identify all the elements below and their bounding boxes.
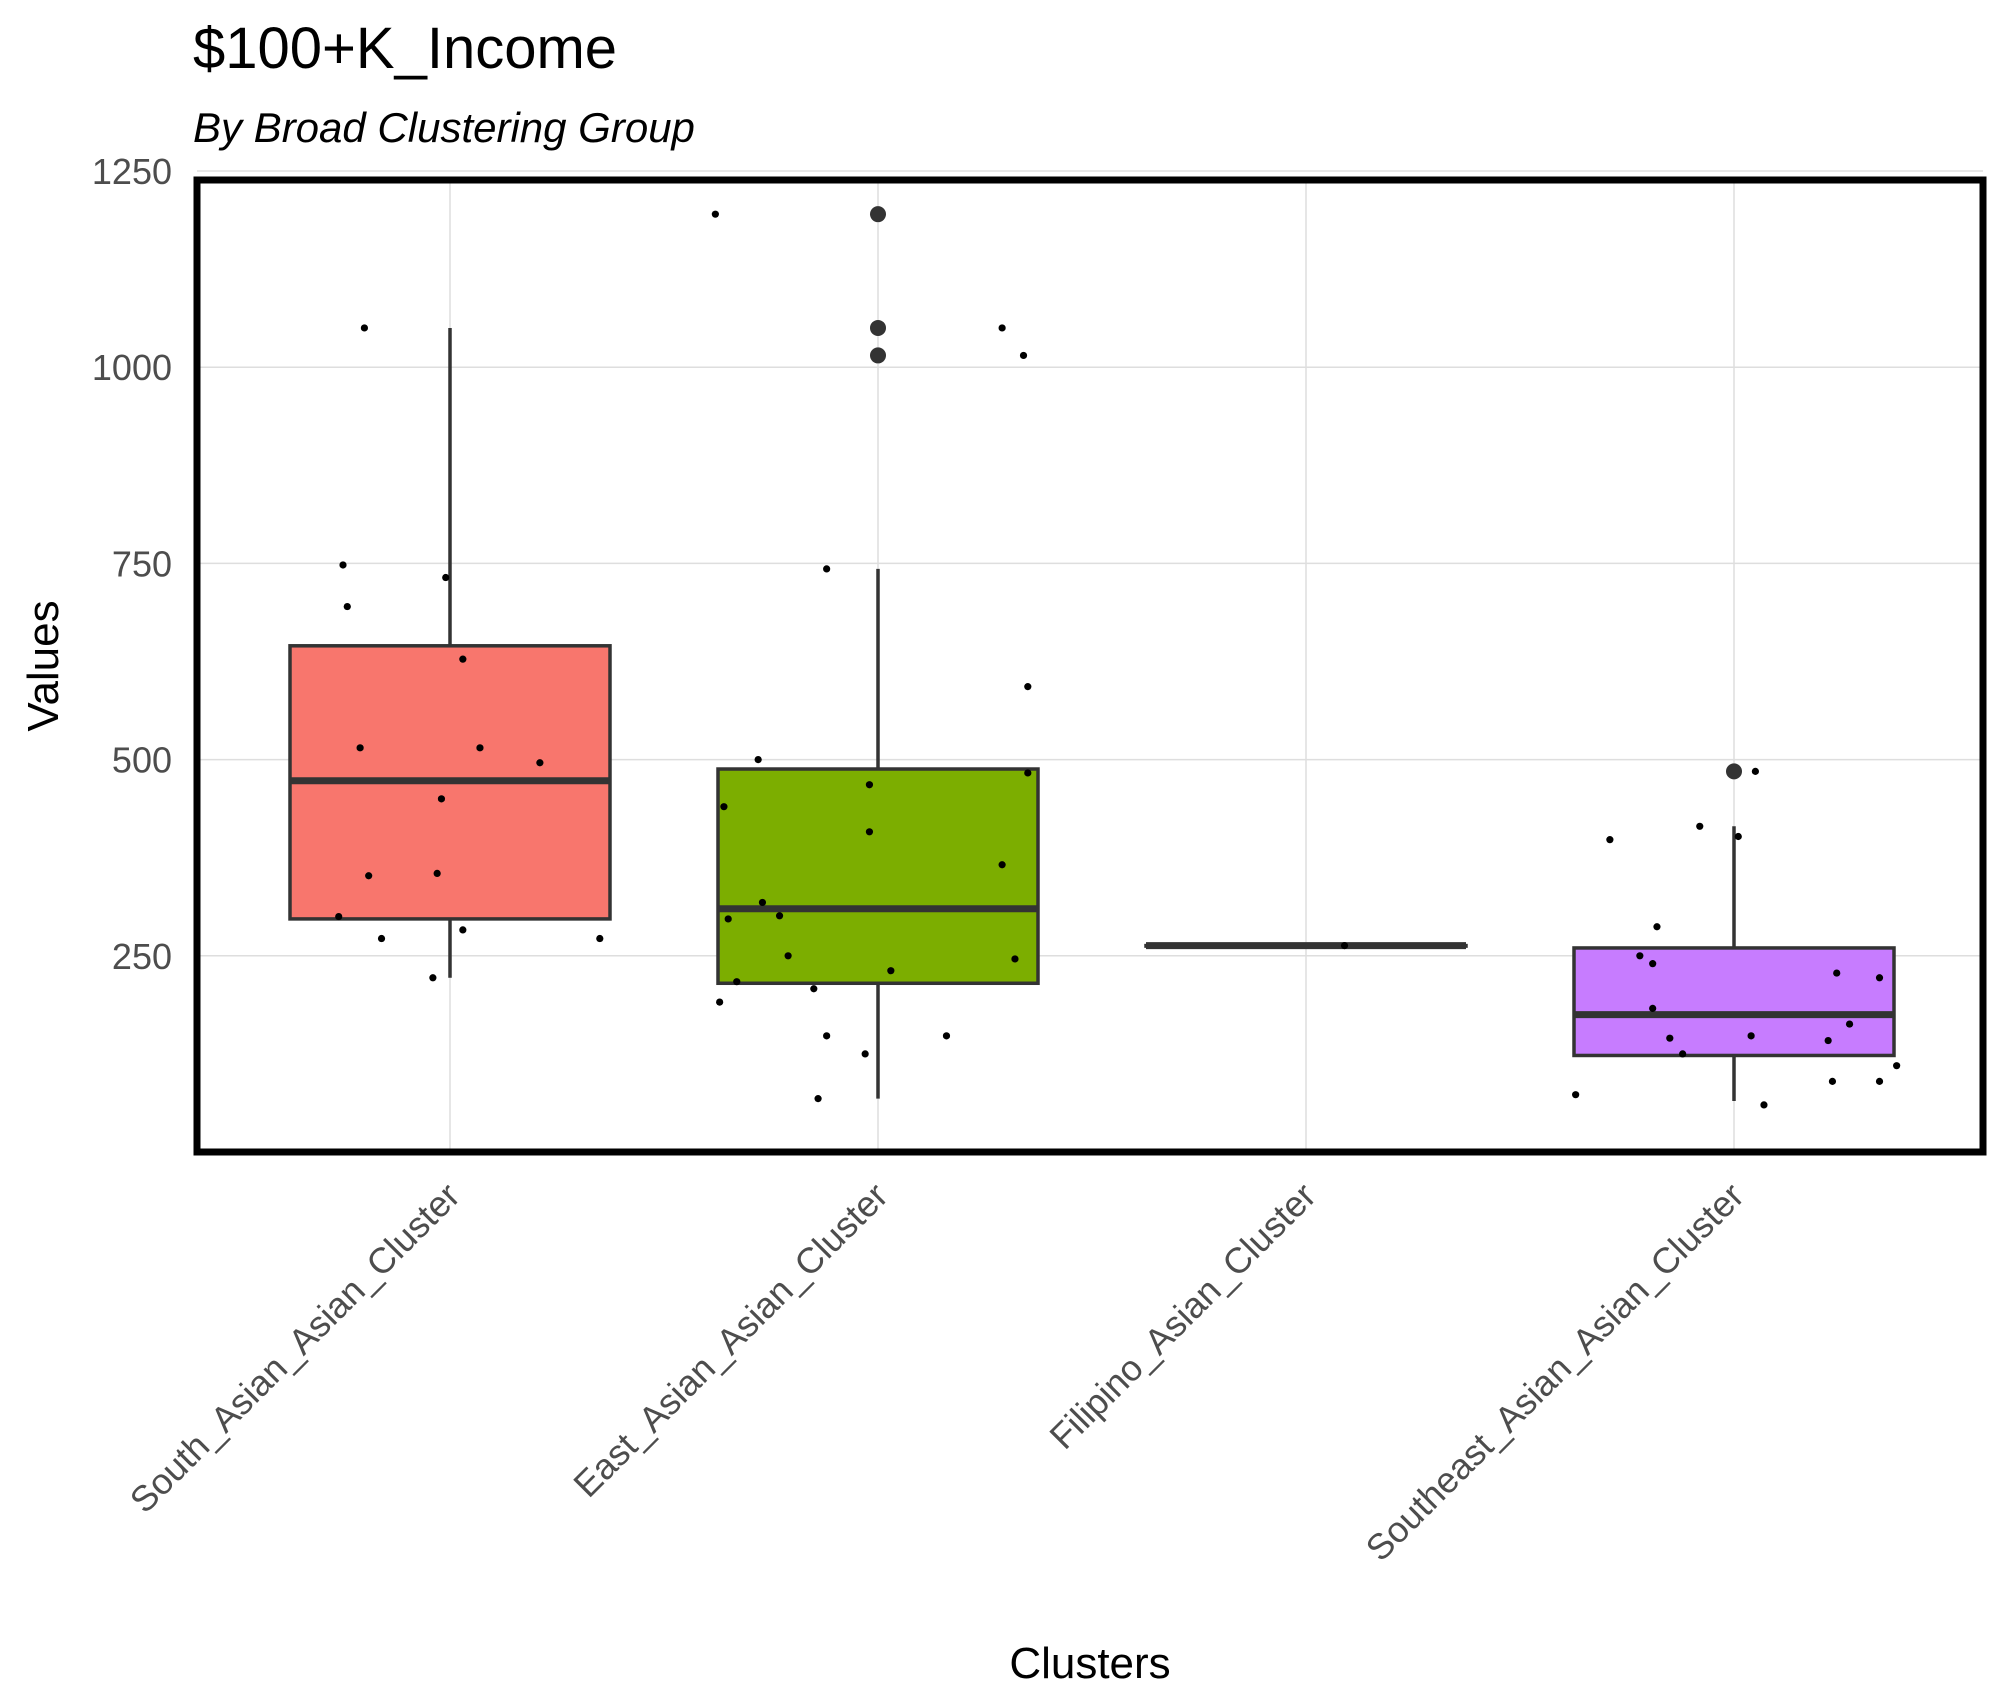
chart-subtitle: By Broad Clustering Group xyxy=(193,104,695,151)
data-point xyxy=(861,1050,869,1058)
x-tick-label: Southeast_Asian_Asian_Cluster xyxy=(1358,1175,1752,1569)
data-point xyxy=(459,926,467,934)
data-point xyxy=(1696,822,1704,830)
data-point xyxy=(1875,1077,1884,1085)
data-point xyxy=(1019,351,1028,360)
data-point xyxy=(442,573,450,582)
data-point xyxy=(1340,941,1349,950)
y-tick-label: 1250 xyxy=(92,151,172,192)
data-point xyxy=(476,744,484,752)
data-point xyxy=(339,561,347,569)
x-tick-label: East_Asian_Asian_Cluster xyxy=(565,1175,895,1505)
data-point xyxy=(377,934,386,943)
data-point xyxy=(810,985,818,993)
data-point xyxy=(775,912,784,920)
y-axis-ticks: 250 500 750 1000 1250 xyxy=(92,151,172,977)
boxes xyxy=(288,206,1896,1101)
data-point xyxy=(365,872,373,880)
y-tick-label: 750 xyxy=(112,543,172,584)
box-0 xyxy=(288,327,612,978)
panel-border xyxy=(193,176,1987,1156)
data-point xyxy=(343,602,351,611)
data-point xyxy=(720,803,728,811)
data-point xyxy=(1833,969,1841,977)
data-point xyxy=(823,565,831,573)
data-point xyxy=(823,1032,831,1040)
data-point xyxy=(865,781,874,789)
box-iqr xyxy=(716,767,1040,986)
data-point xyxy=(1572,1091,1580,1099)
data-point xyxy=(1734,832,1742,841)
data-point xyxy=(1824,1036,1832,1045)
data-point xyxy=(536,759,544,767)
data-point xyxy=(754,756,762,764)
data-point xyxy=(998,861,1006,869)
box-3 xyxy=(1572,763,1896,1101)
x-axis-title: Clusters xyxy=(1009,1639,1170,1688)
data-point xyxy=(758,898,767,907)
data-point xyxy=(814,1095,822,1103)
data-point xyxy=(942,1032,951,1040)
data-point xyxy=(1893,1062,1901,1070)
data-point xyxy=(437,795,446,803)
data-point xyxy=(1011,955,1019,963)
outlier-point xyxy=(1726,763,1742,780)
data-point xyxy=(356,744,364,752)
data-point xyxy=(784,952,792,960)
data-point xyxy=(1649,1004,1657,1012)
data-point xyxy=(1845,1020,1854,1028)
x-axis-ticks: South_Asian_Asian_Cluster East_Asian_Asia… xyxy=(122,1175,1752,1569)
data-point xyxy=(733,978,741,986)
data-point xyxy=(998,324,1006,332)
data-point xyxy=(1760,1101,1768,1109)
jitter-points xyxy=(335,210,1901,1109)
y-tick-label: 500 xyxy=(112,740,172,781)
box-1 xyxy=(716,206,1040,1099)
data-point xyxy=(1606,836,1614,844)
box-iqr xyxy=(1572,946,1896,1058)
data-point xyxy=(1024,769,1032,777)
data-point xyxy=(711,210,719,218)
chart-title: $100+K_Income xyxy=(193,16,617,81)
data-point xyxy=(360,324,368,332)
data-point xyxy=(429,974,437,982)
data-point xyxy=(1666,1034,1674,1042)
x-tick-label: Filipino_Asian_Cluster xyxy=(1041,1175,1323,1457)
data-point xyxy=(865,828,874,836)
data-point xyxy=(335,912,343,921)
outlier-point xyxy=(870,347,886,364)
data-point xyxy=(433,869,441,877)
data-point xyxy=(724,915,732,923)
data-point xyxy=(459,655,467,663)
y-tick-label: 1000 xyxy=(92,347,172,388)
data-point xyxy=(716,998,724,1006)
y-axis-title: Values xyxy=(19,600,68,731)
data-point xyxy=(1875,974,1884,982)
data-point xyxy=(1751,767,1759,775)
box-2 xyxy=(1144,942,1468,950)
data-point xyxy=(1747,1032,1755,1040)
outlier-point xyxy=(870,206,886,223)
data-point xyxy=(1828,1077,1837,1085)
outlier-point xyxy=(870,319,886,336)
data-point xyxy=(1679,1050,1687,1058)
data-point xyxy=(1636,952,1644,960)
data-point xyxy=(1653,923,1661,931)
data-point xyxy=(1649,960,1657,968)
data-point xyxy=(887,967,895,975)
y-tick-label: 250 xyxy=(112,936,172,977)
data-point xyxy=(596,934,604,943)
x-tick-label: South_Asian_Asian_Cluster xyxy=(122,1175,468,1521)
data-point xyxy=(1024,683,1032,691)
